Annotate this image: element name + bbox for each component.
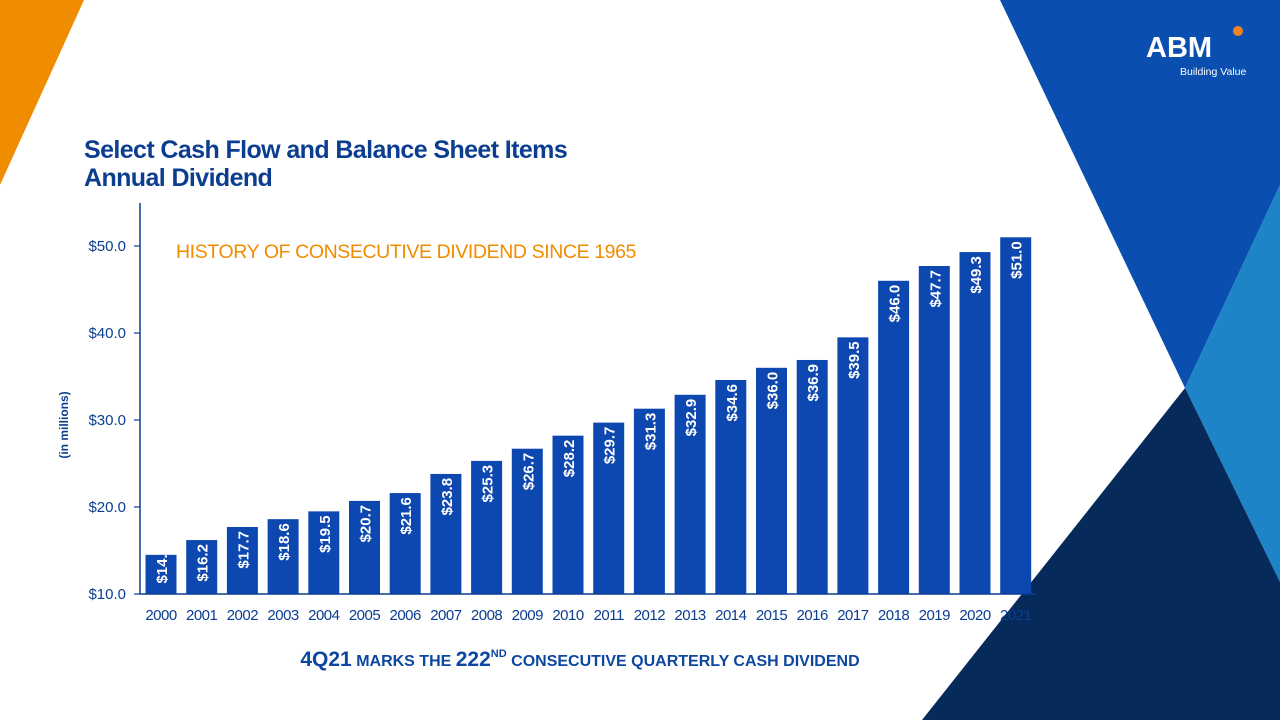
abm-logo: ABM Building Value (1146, 26, 1256, 82)
data-label-2015: $36.0 (765, 372, 782, 410)
data-label-2017: $39.5 (846, 341, 863, 379)
data-label-2002: $17.7 (235, 531, 252, 569)
data-label-2011: $29.7 (602, 427, 619, 465)
y-tick-label: $50.0 (88, 238, 126, 255)
x-tick-label: 2021 (1000, 607, 1032, 624)
y-tick-label: $40.0 (88, 325, 126, 342)
bar-2013 (674, 394, 706, 594)
bar-2009 (511, 448, 543, 594)
x-tick-label: 2006 (390, 607, 422, 624)
x-tick-label: 2009 (512, 607, 544, 624)
chart-annotation: HISTORY OF CONSECUTIVE DIVIDEND SINCE 19… (176, 241, 637, 263)
navy-corner-shape (922, 388, 1280, 720)
y-tick-label: $30.0 (88, 412, 126, 429)
title-line-2: Annual Dividend (84, 164, 273, 192)
data-label-2019: $47.7 (927, 270, 944, 308)
data-label-2006: $21.6 (398, 497, 415, 535)
sky-blue-shape (1185, 185, 1280, 582)
x-tick-label: 2020 (959, 607, 991, 624)
data-label-2004: $19.5 (317, 515, 334, 553)
data-label-2005: $20.7 (358, 505, 375, 543)
blue-corner-shape (1000, 0, 1280, 388)
x-tick-label: 2001 (186, 607, 218, 624)
data-label-2012: $31.3 (642, 413, 659, 451)
bar-2000 (145, 554, 177, 594)
data-label-2018: $46.0 (887, 285, 904, 323)
x-tick-label: 2002 (227, 607, 259, 624)
data-label-2021: $51.0 (1009, 241, 1026, 279)
footer-ordinal: ND (490, 648, 507, 660)
logo-wordmark: ABM (1146, 32, 1213, 64)
footer-marks-the: MARKS THE (356, 653, 452, 670)
x-tick-label: 2016 (797, 607, 829, 624)
bar-2014 (715, 379, 747, 594)
x-tick-label: 2012 (634, 607, 666, 624)
page-title: Select Cash Flow and Balance Sheet Items… (84, 136, 568, 192)
bar-2019 (918, 266, 950, 594)
y-tick-label: $10.0 (88, 586, 126, 603)
bar-2020 (959, 252, 991, 594)
bar-2017 (837, 337, 869, 594)
x-tick-label: 2004 (308, 607, 340, 624)
bar-2015 (756, 367, 787, 594)
data-label-2000: $14.5 (154, 546, 171, 584)
footer-note: 4Q21 MARKS THE 222ND CONSECUTIVE QUARTER… (0, 648, 1160, 672)
x-tick-label: 2000 (145, 607, 177, 624)
data-label-2007: $23.8 (439, 478, 456, 516)
y-tick-label: $20.0 (88, 499, 126, 516)
x-tick-label: 2018 (878, 607, 910, 624)
bar-2011 (593, 422, 625, 594)
x-tick-label: 2014 (715, 607, 747, 624)
bar-2012 (633, 408, 665, 594)
orange-corner-shape (0, 0, 84, 185)
x-tick-label: 2008 (471, 607, 503, 624)
x-tick-label: 2010 (552, 607, 584, 624)
data-label-2010: $28.2 (561, 440, 578, 478)
logo-dot (1233, 26, 1243, 36)
data-label-2013: $32.9 (683, 399, 700, 437)
bar-2016 (796, 359, 828, 594)
data-label-2009: $26.7 (520, 453, 537, 491)
x-tick-label: 2017 (837, 607, 869, 624)
data-label-2016: $36.9 (805, 364, 822, 402)
data-label-2001: $16.2 (195, 544, 212, 582)
bar-2002 (226, 527, 258, 594)
footer-suffix: CONSECUTIVE QUARTERLY CASH DIVIDEND (511, 653, 860, 670)
x-tick-label: 2011 (594, 607, 624, 624)
logo-tagline: Building Value (1180, 66, 1247, 78)
x-tick-label: 2013 (674, 607, 706, 624)
title-line-1: Select Cash Flow and Balance Sheet Items (84, 136, 568, 164)
y-axis-label: (in millions) (57, 391, 71, 458)
footer-count: 222 (455, 648, 491, 671)
x-tick-label: 2019 (919, 607, 951, 624)
bar-2004 (308, 511, 340, 594)
x-tick-label: 2003 (267, 607, 299, 624)
x-tick-label: 2007 (430, 607, 462, 624)
bar-2005 (349, 500, 380, 594)
bar-2008 (471, 460, 503, 594)
bar-2003 (267, 519, 299, 594)
data-label-2014: $34.6 (724, 384, 741, 422)
bar-2021 (1000, 237, 1032, 595)
x-tick-label: 2005 (349, 607, 381, 624)
bar-2010 (552, 435, 584, 594)
bar-2007 (430, 473, 462, 594)
x-tick-label: 2015 (756, 607, 788, 624)
data-label-2008: $25.3 (480, 465, 497, 503)
footer-quarter: 4Q21 (300, 648, 352, 671)
bar-2001 (186, 540, 218, 594)
bar-2018 (878, 280, 910, 594)
data-label-2003: $18.6 (276, 523, 293, 561)
data-label-2020: $49.3 (968, 256, 985, 294)
bar-2006 (389, 493, 421, 594)
